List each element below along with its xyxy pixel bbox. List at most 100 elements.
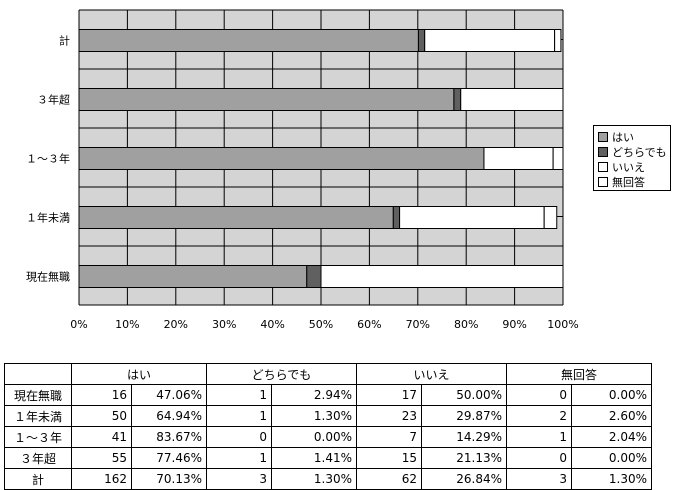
bar-segment-no bbox=[399, 206, 545, 229]
x-tick-label: 20% bbox=[164, 318, 188, 331]
legend-item: 無回答 bbox=[598, 174, 670, 189]
row-label: １～３年 bbox=[4, 426, 72, 448]
bar-segment-either bbox=[392, 206, 401, 229]
legend-swatch bbox=[598, 161, 608, 172]
table-cell: 29.87% bbox=[421, 405, 507, 427]
legend-item: いいえ bbox=[598, 159, 670, 174]
legend: はい どちらでも いいえ 無回答 bbox=[593, 125, 671, 191]
bar-segment-no bbox=[460, 88, 564, 111]
table-row: １年未満 50 64.94% 1 1.30% 23 29.87% 2 2.60% bbox=[4, 405, 652, 427]
table-cell: 1.30% bbox=[271, 468, 357, 490]
row-label: 計 bbox=[4, 468, 72, 490]
category-label: １年未満 bbox=[26, 211, 70, 225]
legend-swatch bbox=[598, 176, 608, 187]
table-cell: 47.06% bbox=[131, 384, 207, 406]
category-label: １～３年 bbox=[26, 152, 70, 166]
table-cell: 70.13% bbox=[131, 468, 207, 490]
row-label: 現在無職 bbox=[4, 384, 72, 406]
table-cell: 64.94% bbox=[131, 405, 207, 427]
table-cell: 2.04% bbox=[571, 426, 652, 448]
table-cell: 17 bbox=[356, 384, 422, 406]
table-cell: 0.00% bbox=[571, 447, 652, 469]
legend-swatch bbox=[598, 131, 608, 142]
table-cell: 2.94% bbox=[271, 384, 357, 406]
table-cell: 0 bbox=[206, 426, 272, 448]
data-table: はい どちらでも いいえ 無回答 現在無職 16 47.06% 1 2.94% … bbox=[4, 363, 652, 490]
bar-segment-none bbox=[554, 29, 562, 52]
table-row: ３年超 55 77.46% 1 1.41% 15 21.13% 0 0.00% bbox=[4, 447, 652, 469]
table-cell: 0.00% bbox=[571, 384, 652, 406]
category-label: ３年超 bbox=[37, 93, 70, 107]
x-tick-labels: 0% 10% 20% 30% 40% 50% 60% 70% 80% 90% 100% bbox=[70, 318, 578, 331]
x-tick-label: 70% bbox=[406, 318, 430, 331]
bar-segment-none bbox=[543, 206, 558, 229]
table-header: いいえ bbox=[356, 363, 507, 385]
bar-segment-yes bbox=[78, 147, 485, 170]
table-cell: 14.29% bbox=[421, 426, 507, 448]
table-cell: 15 bbox=[356, 447, 422, 469]
bar-segment-yes bbox=[78, 88, 455, 111]
table-cell: 1 bbox=[206, 447, 272, 469]
x-tick-label: 100% bbox=[547, 318, 578, 331]
table-cell: 1.41% bbox=[271, 447, 357, 469]
table-cell: 50.00% bbox=[421, 384, 507, 406]
table-cell: 1 bbox=[506, 426, 572, 448]
bar-segment-none bbox=[552, 147, 564, 170]
table-header: どちらでも bbox=[206, 363, 357, 385]
table-cell: 55 bbox=[71, 447, 132, 469]
table-cell: 0 bbox=[506, 447, 572, 469]
table-cell: 2.60% bbox=[571, 405, 652, 427]
table-cell: 62 bbox=[356, 468, 422, 490]
x-tick-label: 0% bbox=[70, 318, 87, 331]
bar-segment-either bbox=[306, 265, 322, 288]
bar-segment-no bbox=[424, 29, 556, 52]
legend-label: どちらでも bbox=[612, 145, 667, 159]
table-cell: 2 bbox=[506, 405, 572, 427]
x-tick-label: 60% bbox=[357, 318, 381, 331]
table-cell: 0.00% bbox=[271, 426, 357, 448]
row-label: １年未満 bbox=[4, 405, 72, 427]
table-cell: 7 bbox=[356, 426, 422, 448]
table-cell: 1.30% bbox=[271, 405, 357, 427]
table-cell: 1.30% bbox=[571, 468, 652, 490]
x-tick-label: 10% bbox=[115, 318, 139, 331]
x-tick-label: 40% bbox=[260, 318, 284, 331]
category-label: 計 bbox=[59, 34, 70, 48]
table-header: 無回答 bbox=[506, 363, 652, 385]
table-body: 現在無職 16 47.06% 1 2.94% 17 50.00% 0 0.00%… bbox=[4, 384, 652, 490]
bar-segment-yes bbox=[78, 265, 308, 288]
bar-segment-no bbox=[320, 265, 564, 288]
table-corner bbox=[4, 363, 72, 385]
table-cell: 26.84% bbox=[421, 468, 507, 490]
table-cell: 50 bbox=[71, 405, 132, 427]
table-row: 現在無職 16 47.06% 1 2.94% 17 50.00% 0 0.00% bbox=[4, 384, 652, 406]
legend-swatch bbox=[598, 146, 608, 157]
legend-item: どちらでも bbox=[598, 144, 670, 159]
category-label: 現在無職 bbox=[26, 270, 70, 284]
legend-label: 無回答 bbox=[612, 175, 645, 189]
x-tick-label: 90% bbox=[502, 318, 526, 331]
table-cell: 21.13% bbox=[421, 447, 507, 469]
bars bbox=[78, 29, 564, 288]
table-header-row: はい どちらでも いいえ 無回答 bbox=[4, 363, 652, 385]
bar-segment-yes bbox=[78, 29, 419, 52]
table-cell: 3 bbox=[506, 468, 572, 490]
table-header: はい bbox=[71, 363, 207, 385]
table-cell: 0 bbox=[506, 384, 572, 406]
legend-item: はい bbox=[598, 129, 670, 144]
table-row: 計 162 70.13% 3 1.30% 62 26.84% 3 1.30% bbox=[4, 468, 652, 490]
table-cell: 1 bbox=[206, 405, 272, 427]
table-cell: 16 bbox=[71, 384, 132, 406]
x-tick-label: 30% bbox=[212, 318, 236, 331]
legend-label: はい bbox=[612, 130, 634, 144]
table-cell: 41 bbox=[71, 426, 132, 448]
bar-segment-either bbox=[453, 88, 462, 111]
table-cell: 23 bbox=[356, 405, 422, 427]
bar-segment-either bbox=[417, 29, 426, 52]
table-cell: 162 bbox=[71, 468, 132, 490]
bar-segment-yes bbox=[78, 206, 394, 229]
table-cell: 77.46% bbox=[131, 447, 207, 469]
table-row: １～３年 41 83.67% 0 0.00% 7 14.29% 1 2.04% bbox=[4, 426, 652, 448]
